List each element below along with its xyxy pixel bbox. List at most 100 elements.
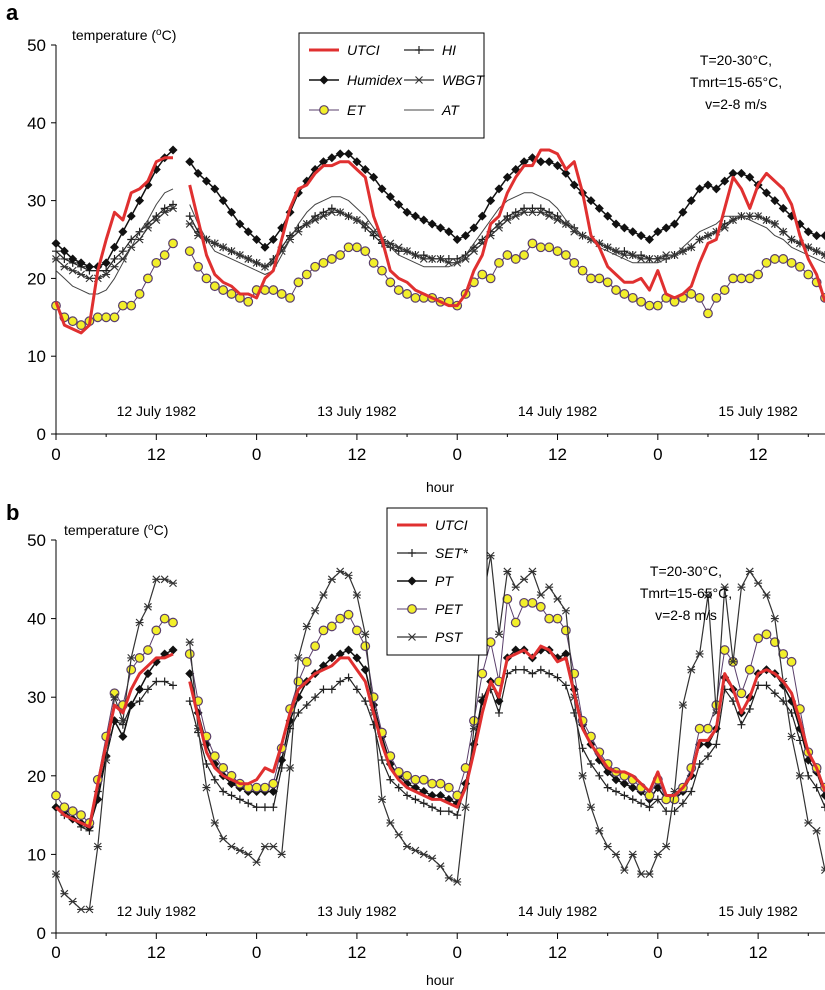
data-point xyxy=(528,208,537,217)
data-point xyxy=(427,778,438,789)
data-point xyxy=(311,606,320,615)
day-label: 15 July 1982 xyxy=(718,403,798,419)
data-point xyxy=(820,231,825,241)
y-tick-label: 50 xyxy=(27,531,46,550)
data-point xyxy=(745,567,754,576)
legend-b: UTCI SET* PT PET PST xyxy=(386,507,488,656)
day-label: 15 July 1982 xyxy=(718,903,798,919)
legend-item: PET xyxy=(397,601,464,617)
data-point xyxy=(603,842,612,851)
data-point xyxy=(201,273,212,284)
day-label: 14 July 1982 xyxy=(518,403,598,419)
series-hi xyxy=(52,200,825,275)
data-point xyxy=(219,834,228,843)
data-point xyxy=(403,791,412,800)
data-point xyxy=(444,807,453,816)
data-point xyxy=(418,774,429,785)
data-point xyxy=(68,254,78,264)
annotation-line: T=20-30°C, xyxy=(700,52,772,68)
data-point xyxy=(202,783,211,792)
data-point xyxy=(645,803,654,812)
data-point xyxy=(469,247,478,256)
data-point xyxy=(243,227,253,237)
series-utci xyxy=(54,644,825,829)
data-point xyxy=(419,850,428,859)
data-point xyxy=(244,255,253,263)
data-point xyxy=(561,681,570,690)
data-point xyxy=(152,212,161,221)
data-point xyxy=(786,257,797,268)
data-point xyxy=(560,250,571,260)
data-point xyxy=(302,701,311,710)
data-point xyxy=(745,172,755,182)
data-point xyxy=(803,269,814,280)
data-point xyxy=(218,285,229,295)
data-point xyxy=(135,697,144,706)
data-point xyxy=(686,289,697,299)
legend-label: WBGT xyxy=(442,72,485,88)
data-point xyxy=(502,172,512,182)
data-point xyxy=(118,732,128,741)
data-point xyxy=(235,795,244,804)
data-point xyxy=(60,889,69,898)
data-point xyxy=(495,219,504,228)
data-point xyxy=(68,897,77,906)
data-point xyxy=(394,199,404,209)
day-labels-a: 12 July 1982 13 July 1982 14 July 1982 15 J… xyxy=(117,403,798,419)
data-point xyxy=(469,724,478,733)
data-point xyxy=(535,242,546,253)
data-point xyxy=(185,638,194,647)
data-point xyxy=(570,708,579,717)
data-point xyxy=(92,312,103,323)
data-point xyxy=(619,779,629,789)
data-point xyxy=(502,594,513,604)
data-point xyxy=(545,208,554,217)
data-point xyxy=(695,235,704,244)
data-point xyxy=(720,583,729,592)
data-point xyxy=(327,685,336,694)
data-point xyxy=(528,204,537,213)
data-point xyxy=(67,806,78,817)
data-point xyxy=(636,296,647,307)
data-point xyxy=(235,846,244,855)
data-point xyxy=(143,669,153,679)
data-point xyxy=(260,262,269,271)
legend-item: WBGT xyxy=(404,72,485,88)
data-point xyxy=(729,657,738,666)
data-point xyxy=(101,258,111,268)
data-point xyxy=(804,819,813,827)
data-point xyxy=(520,575,529,584)
data-point xyxy=(402,770,412,781)
data-point xyxy=(519,597,529,608)
data-point xyxy=(779,227,788,236)
x-axis-title-a: hour xyxy=(426,479,454,495)
data-point xyxy=(419,799,428,808)
data-point xyxy=(268,285,279,295)
data-point xyxy=(678,701,687,709)
legend-label: PT xyxy=(435,573,454,589)
data-point xyxy=(84,262,94,272)
panel-label-a: a xyxy=(6,0,19,25)
data-point xyxy=(770,196,780,206)
data-point xyxy=(394,247,403,256)
data-point xyxy=(778,203,788,213)
data-point xyxy=(821,803,825,812)
data-point xyxy=(552,613,563,624)
data-point xyxy=(110,254,119,263)
data-point xyxy=(628,795,637,804)
data-point xyxy=(160,575,169,584)
data-point xyxy=(352,625,362,636)
data-point xyxy=(795,261,805,272)
data-point xyxy=(368,257,379,268)
data-point xyxy=(219,787,228,796)
data-point xyxy=(394,243,403,252)
data-point xyxy=(344,571,353,580)
data-point xyxy=(352,157,362,167)
x-tick-label: 0 xyxy=(252,943,261,962)
data-point xyxy=(160,677,169,686)
data-point xyxy=(804,771,813,780)
data-point xyxy=(736,273,747,284)
data-point xyxy=(410,211,420,221)
data-point xyxy=(76,320,86,330)
legend-item: UTCI xyxy=(309,42,380,58)
